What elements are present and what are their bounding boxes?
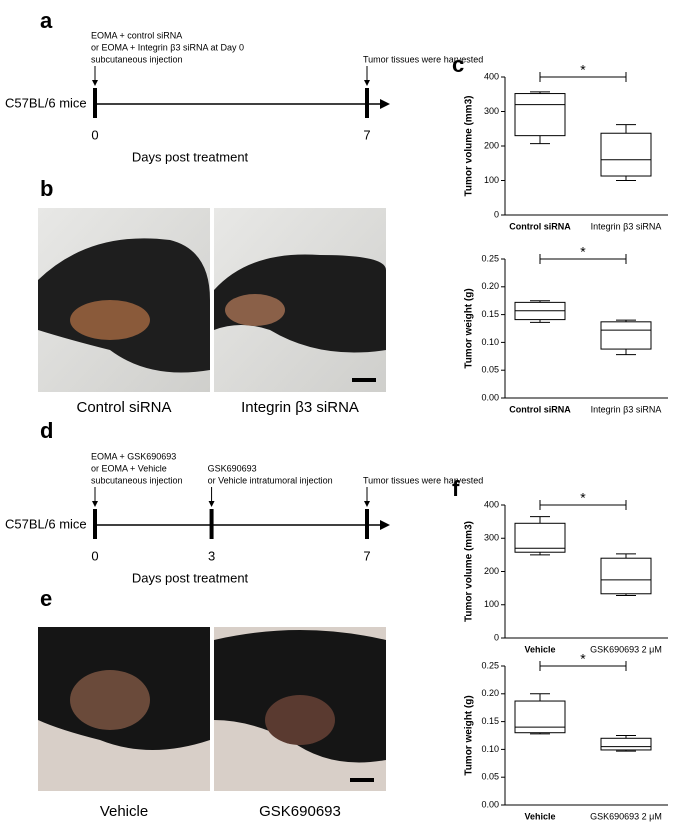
photo-e-right xyxy=(214,627,386,791)
significance-star: * xyxy=(580,651,586,667)
y-tick-label: 0.20 xyxy=(481,281,499,291)
panel-letter: d xyxy=(40,418,53,443)
y-tick-label: 0.20 xyxy=(481,688,499,698)
y-tick-label: 0.15 xyxy=(481,716,499,726)
significance-star: * xyxy=(580,244,586,260)
x-tick-label: GSK690693 2 μM xyxy=(590,811,662,821)
y-tick-label: 0.15 xyxy=(481,309,499,319)
timeline-note: GSK690693 xyxy=(208,463,257,473)
timeline-note: EOMA + GSK690693 xyxy=(91,451,176,461)
timeline-xlabel: Days post treatment xyxy=(132,149,249,164)
panel-letter: b xyxy=(40,176,53,201)
panel-letter: c xyxy=(452,52,464,77)
y-axis-label: Tumor weight (g) xyxy=(464,695,475,775)
timeline-tick-label: 3 xyxy=(208,548,215,563)
note-arrowhead xyxy=(364,80,370,86)
box xyxy=(514,93,566,137)
photo-b-right xyxy=(214,208,386,392)
y-tick-label: 100 xyxy=(484,599,499,609)
box xyxy=(514,522,566,553)
photo-b-left xyxy=(38,208,210,392)
timeline-arrow xyxy=(380,520,390,530)
y-axis-label: Tumor weight (g) xyxy=(464,288,475,368)
timeline-note: subcutaneous injection xyxy=(91,475,183,485)
x-tick-label: Control siRNA xyxy=(509,221,571,231)
photo-caption: Integrin β3 siRNA xyxy=(241,399,359,416)
note-arrowhead xyxy=(92,80,98,86)
y-tick-label: 300 xyxy=(484,106,499,116)
y-tick-label: 200 xyxy=(484,566,499,576)
photo-caption: Control siRNA xyxy=(76,399,171,416)
timeline-note: or EOMA + Integrin β3 siRNA at Day 0 xyxy=(91,42,244,52)
y-tick-label: 0.25 xyxy=(481,253,499,263)
timeline-tick-label: 7 xyxy=(363,127,370,142)
timeline-note: EOMA + control siRNA xyxy=(91,30,182,40)
x-tick-label: Control siRNA xyxy=(509,404,571,414)
timeline-note: or Vehicle intratumoral injection xyxy=(208,475,333,485)
panel-letter: f xyxy=(452,476,460,501)
y-tick-label: 0.00 xyxy=(481,799,499,809)
x-tick-label: GSK690693 2 μM xyxy=(590,644,662,654)
y-tick-label: 0 xyxy=(494,632,499,642)
box xyxy=(514,700,566,734)
x-tick-label: Integrin β3 siRNA xyxy=(591,404,662,414)
timeline-xlabel: Days post treatment xyxy=(132,570,249,585)
photo-caption: GSK690693 xyxy=(259,803,341,820)
y-tick-label: 200 xyxy=(484,140,499,150)
box xyxy=(600,737,652,751)
timeline-note: Tumor tissues were harvested xyxy=(363,54,483,64)
timeline-tick-label: 7 xyxy=(363,548,370,563)
x-tick-label: Integrin β3 siRNA xyxy=(591,221,662,231)
photo-caption: Vehicle xyxy=(100,803,148,820)
timeline-tick-label: 0 xyxy=(91,127,98,142)
y-tick-label: 400 xyxy=(484,499,499,509)
y-tick-label: 400 xyxy=(484,71,499,81)
box xyxy=(600,132,652,177)
box xyxy=(600,557,652,595)
timeline-note: or EOMA + Vehicle xyxy=(91,463,167,473)
y-axis-label: Tumor volume (mm3) xyxy=(464,521,475,622)
y-tick-label: 0.25 xyxy=(481,660,499,670)
significance-star: * xyxy=(580,490,586,506)
y-tick-label: 0 xyxy=(494,209,499,219)
y-axis-label: Tumor volume (mm3) xyxy=(464,96,475,197)
y-tick-label: 0.05 xyxy=(481,772,499,782)
y-tick-label: 0.00 xyxy=(481,392,499,402)
note-arrowhead xyxy=(92,501,98,507)
timeline-note: subcutaneous injection xyxy=(91,54,183,64)
note-arrowhead xyxy=(208,501,215,507)
panel-letter: e xyxy=(40,586,52,611)
photo-e-left xyxy=(38,627,210,791)
significance-star: * xyxy=(580,62,586,78)
timeline-arrow xyxy=(380,99,390,109)
x-tick-label: Vehicle xyxy=(524,811,555,821)
timeline-subject: C57BL/6 mice xyxy=(5,95,87,110)
timeline-subject: C57BL/6 mice xyxy=(5,516,87,531)
note-arrowhead xyxy=(364,501,370,507)
timeline-tick-label: 0 xyxy=(91,548,98,563)
timeline-note: Tumor tissues were harvested xyxy=(363,475,483,485)
y-tick-label: 100 xyxy=(484,175,499,185)
y-tick-label: 0.05 xyxy=(481,365,499,375)
panel-letter: a xyxy=(40,8,53,33)
y-tick-label: 0.10 xyxy=(481,337,499,347)
x-tick-label: Vehicle xyxy=(524,644,555,654)
y-tick-label: 0.10 xyxy=(481,744,499,754)
box xyxy=(600,321,652,350)
y-tick-label: 300 xyxy=(484,533,499,543)
